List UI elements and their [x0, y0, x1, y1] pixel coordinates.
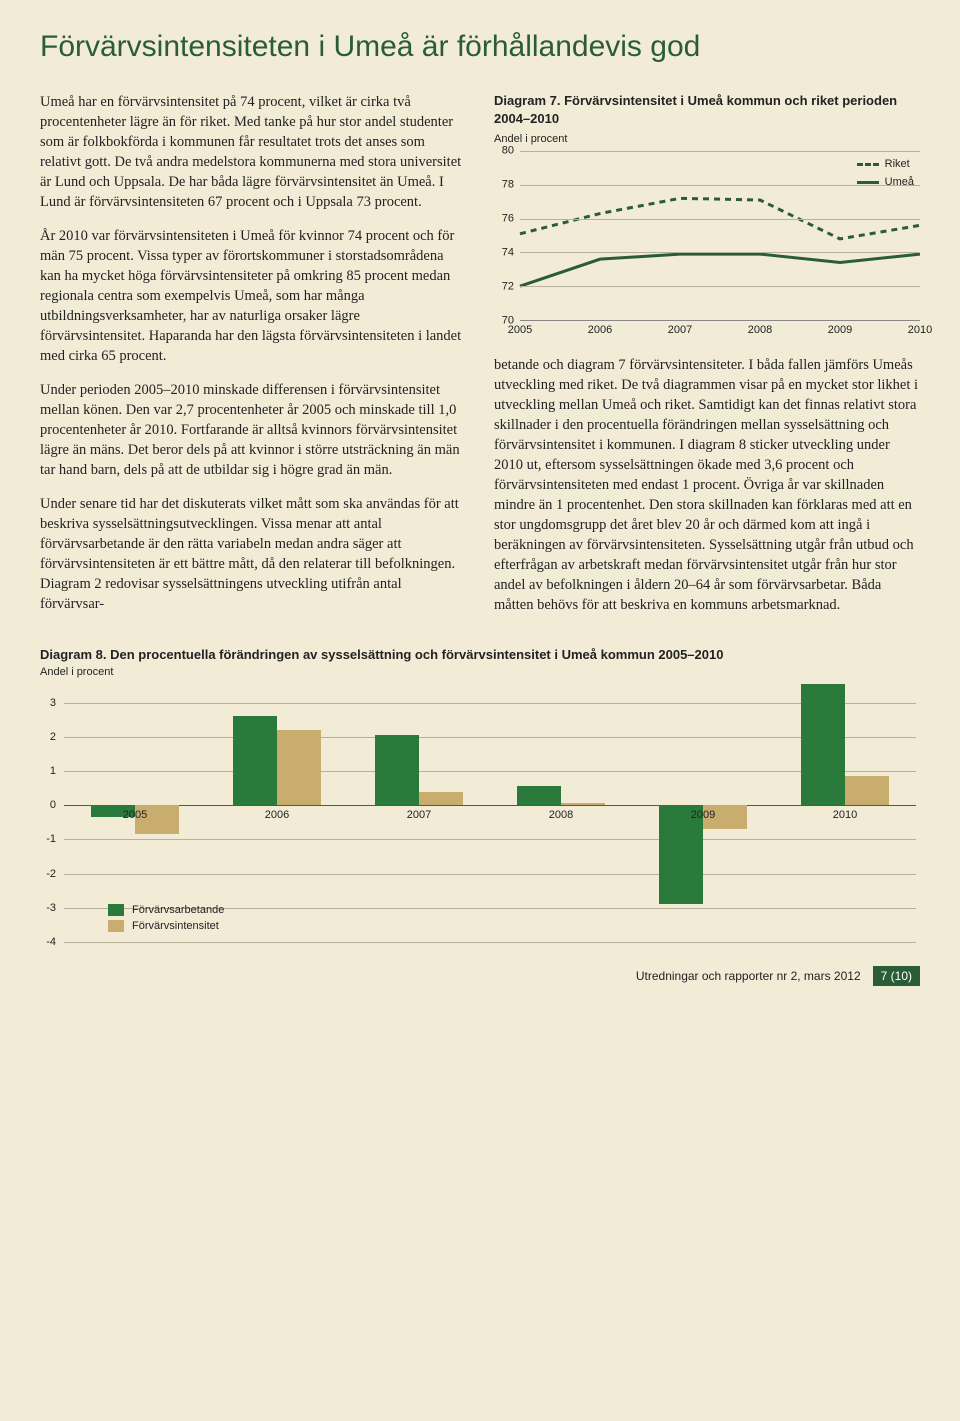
chart7-plot: 707274767880 RiketUmeå 20052006200720082…	[494, 151, 920, 341]
page-footer: Utredningar och rapporter nr 2, mars 201…	[40, 966, 920, 986]
chart8-ytick: 1	[50, 765, 56, 777]
chart7-legend: Riket Umeå	[857, 157, 914, 193]
chart7-series-umeå	[520, 254, 920, 286]
chart8-ytick: -2	[46, 868, 56, 880]
chart8-ytick: -3	[46, 902, 56, 914]
chart8-xtick: 2006	[265, 809, 289, 821]
body-paragraph: Under senare tid har det diskuterats vil…	[40, 494, 466, 614]
chart7-xtick: 2005	[508, 323, 532, 338]
chart8-bar	[277, 730, 321, 805]
footer-text: Utredningar och rapporter nr 2, mars 201…	[636, 969, 861, 983]
chart7-ylabel: Andel i procent	[494, 132, 920, 147]
body-paragraph: betande och diagram 7 förvärvsintensitet…	[494, 355, 920, 615]
chart7-ytick: 72	[502, 279, 514, 294]
chart7-xtick: 2009	[828, 323, 852, 338]
chart8-bar	[375, 735, 419, 805]
chart7-ytick: 80	[502, 143, 514, 158]
main-columns: Umeå har en förvärvsintensitet på 74 pro…	[40, 92, 920, 629]
chart7-xtick: 2006	[588, 323, 612, 338]
body-paragraph: Umeå har en förvärvsintensitet på 74 pro…	[40, 92, 466, 212]
chart7-title: Diagram 7. Förvärvsintensitet i Umeå kom…	[494, 92, 920, 128]
diagram-7: Diagram 7. Förvärvsintensitet i Umeå kom…	[494, 92, 920, 341]
chart8-xtick: 2010	[833, 809, 857, 821]
chart8-bar	[233, 716, 277, 805]
chart8-ylabel: Andel i procent	[40, 666, 920, 678]
chart7-xtick: 2008	[748, 323, 772, 338]
body-paragraph: Under perioden 2005–2010 minskade differ…	[40, 380, 466, 480]
chart8-xtick: 2009	[691, 809, 715, 821]
chart7-legend-label: Riket	[885, 157, 910, 172]
chart8-bar	[801, 684, 845, 805]
footer-page: 7 (10)	[873, 966, 920, 986]
chart8-legend: Förvärvsarbetande Förvärvsintensitet	[108, 904, 224, 936]
chart7-xtick: 2010	[908, 323, 932, 338]
diagram-8: 3210-1-2-3-4 200520062007200820092010För…	[40, 682, 920, 942]
chart8-bar	[517, 786, 561, 805]
chart7-legend-label: Umeå	[885, 175, 914, 190]
chart8-ytick: 0	[50, 799, 56, 811]
chart8-bar	[845, 776, 889, 805]
chart7-ytick: 78	[502, 177, 514, 192]
body-paragraph: År 2010 var förvärvsintensiteten i Umeå …	[40, 226, 466, 366]
chart8-legend-label: Förvärvsarbetande	[132, 904, 224, 916]
chart8-bar	[419, 792, 463, 806]
chart8-title: Diagram 8. Den procentuella förändringen…	[40, 647, 920, 662]
chart8-ytick: 2	[50, 731, 56, 743]
left-column: Umeå har en förvärvsintensitet på 74 pro…	[40, 92, 466, 629]
chart8-xtick: 2008	[549, 809, 573, 821]
chart8-plot: 3210-1-2-3-4 200520062007200820092010För…	[40, 682, 920, 942]
page-title: Förvärvsintensiteten i Umeå är förhållan…	[40, 30, 920, 64]
chart7-ytick: 74	[502, 245, 514, 260]
chart7-xtick: 2007	[668, 323, 692, 338]
chart8-bar	[561, 803, 605, 805]
chart7-ytick: 76	[502, 211, 514, 226]
chart8-xtick: 2007	[407, 809, 431, 821]
right-column: Diagram 7. Förvärvsintensitet i Umeå kom…	[494, 92, 920, 629]
chart8-xtick: 2005	[123, 809, 147, 821]
chart8-ytick: -4	[46, 936, 56, 948]
chart8-legend-label: Förvärvsintensitet	[132, 920, 219, 932]
chart8-ytick: 3	[50, 697, 56, 709]
chart8-ytick: -1	[46, 833, 56, 845]
